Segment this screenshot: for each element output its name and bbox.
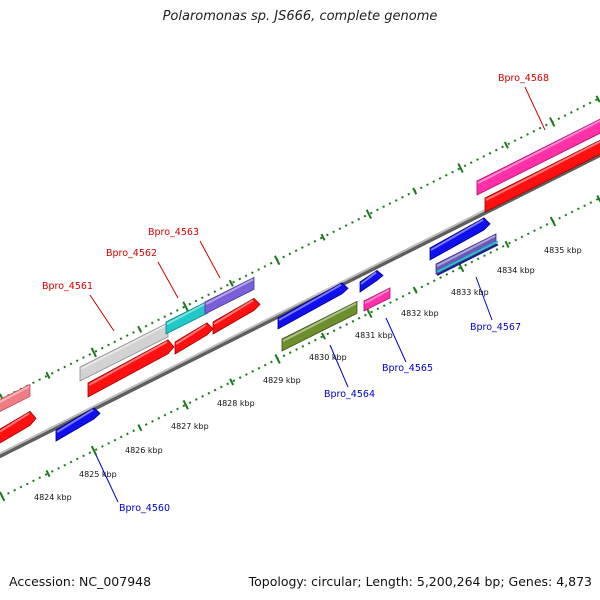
ring-tick-mark bbox=[45, 371, 51, 379]
gene-magenta-4565 bbox=[363, 287, 391, 312]
kbp-label: 4830 kbp bbox=[309, 353, 347, 362]
leader-bpro-4567 bbox=[475, 276, 493, 321]
ring-tick-mark bbox=[365, 209, 372, 220]
gene-purple-4563 bbox=[204, 276, 255, 315]
gene-blue-4564-highlight bbox=[278, 283, 342, 321]
label-bpro-4565: Bpro_4565 bbox=[382, 363, 433, 374]
gene-olive-4564-highlight bbox=[282, 302, 357, 342]
ring-tick-mark bbox=[90, 445, 98, 456]
gene-magenta-4568-highlight bbox=[477, 119, 600, 184]
kbp-label: 4826 kbp bbox=[125, 446, 163, 455]
gene-red-b bbox=[174, 322, 214, 355]
gene-pink-left-highlight bbox=[0, 385, 30, 404]
genome-summary-text: Topology: circular; Length: 5,200,264 bp… bbox=[248, 574, 592, 589]
ring-tick-mark bbox=[274, 255, 281, 266]
gene-blue-4565-highlight bbox=[360, 271, 377, 285]
gene-labels: Bpro_4561 Bpro_4562 Bpro_4563 Bpro_4568 … bbox=[42, 73, 549, 514]
ring-tick-mark bbox=[412, 187, 418, 195]
ring-tick-mark bbox=[595, 95, 600, 103]
kbp-label: 4828 kbp bbox=[217, 399, 255, 408]
leader-bpro-4561 bbox=[89, 294, 115, 332]
label-bpro-4563: Bpro_4563 bbox=[148, 227, 199, 238]
gene-red-4568-highlight bbox=[485, 140, 600, 201]
gene-blue-4560 bbox=[55, 407, 101, 442]
stripe-4567-b bbox=[436, 243, 499, 276]
ring-tick-mark bbox=[182, 301, 189, 312]
label-bpro-4562: Bpro_4562 bbox=[106, 248, 157, 259]
ring-tick-mark bbox=[320, 233, 326, 241]
gene-blue-4567-highlight bbox=[430, 219, 484, 251]
ring-tick-mark bbox=[228, 279, 234, 287]
ring-tick-mark bbox=[504, 240, 510, 248]
ring-tick-mark bbox=[457, 163, 464, 173]
kbp-label: 4832 kbp bbox=[401, 309, 439, 318]
ring-tick-mark bbox=[549, 216, 557, 227]
gene-red-left bbox=[0, 410, 37, 444]
label-bpro-4567: Bpro_4567 bbox=[470, 322, 521, 333]
leader-bpro-4562 bbox=[157, 261, 179, 299]
tick-rings bbox=[0, 95, 600, 502]
gene-red-a bbox=[87, 339, 175, 398]
gene-olive-4564 bbox=[281, 300, 358, 352]
ring-tick-mark bbox=[229, 378, 235, 386]
ring-tick-mark bbox=[45, 469, 51, 478]
ring-tick-mark bbox=[320, 332, 326, 340]
kbp-labels: 4824 kbp 4825 kbp 4826 kbp 4827 kbp 4828… bbox=[34, 246, 582, 502]
stripe-4567-a bbox=[436, 240, 499, 273]
ring-tick-mark bbox=[0, 491, 6, 502]
gene-blue-4567 bbox=[429, 217, 491, 261]
leader-bpro-4563 bbox=[199, 240, 221, 279]
gene-features bbox=[0, 118, 600, 444]
kbp-label: 4833 kbp bbox=[451, 288, 489, 297]
ring-tick-mark bbox=[274, 354, 281, 364]
ring-tick-mark bbox=[182, 399, 189, 410]
kbp-label: 4831 kbp bbox=[355, 331, 393, 340]
kbp-label: 4824 kbp bbox=[34, 493, 72, 502]
label-bpro-4568: Bpro_4568 bbox=[498, 73, 549, 84]
ring-tick-mark bbox=[549, 117, 556, 127]
ring-tick-mark bbox=[137, 424, 143, 432]
gene-blue-4565 bbox=[359, 269, 384, 293]
leader-bpro-4564 bbox=[329, 344, 349, 388]
kbp-label: 4825 kbp bbox=[79, 470, 117, 479]
gene-magenta-4568 bbox=[476, 118, 600, 196]
gene-purple-4563-highlight bbox=[205, 278, 254, 305]
gene-magenta-4565-highlight bbox=[364, 289, 390, 304]
gene-gray-4561-highlight bbox=[80, 323, 168, 370]
kbp-label: 4834 kbp bbox=[497, 266, 535, 275]
label-leaders bbox=[89, 86, 546, 503]
gene-blue-4560-highlight bbox=[56, 409, 94, 433]
gene-blue-4564 bbox=[277, 282, 349, 330]
label-bpro-4561: Bpro_4561 bbox=[42, 281, 93, 292]
gene-red-c-highlight bbox=[213, 299, 254, 325]
gene-purple-4567-highlight bbox=[436, 234, 496, 267]
gene-red-b-highlight bbox=[175, 324, 207, 345]
kbp-label: 4835 kbp bbox=[544, 246, 582, 255]
ring-tick-mark bbox=[412, 286, 418, 294]
outer-tick-ring bbox=[0, 97, 600, 401]
ring-tick-mark bbox=[503, 141, 509, 149]
ring-tick-mark bbox=[90, 347, 97, 358]
label-bpro-4560: Bpro_4560 bbox=[119, 503, 170, 514]
gene-red-a-highlight bbox=[88, 340, 168, 386]
gene-pink-left bbox=[0, 383, 31, 412]
label-bpro-4564: Bpro_4564 bbox=[324, 389, 375, 400]
accession-text: Accession: NC_007948 bbox=[9, 574, 152, 589]
gene-red-c bbox=[212, 297, 261, 335]
gene-red-4568 bbox=[484, 139, 600, 213]
leader-bpro-4565 bbox=[385, 317, 407, 363]
ring-tick-mark bbox=[366, 308, 373, 319]
kbp-label: 4827 kbp bbox=[171, 422, 209, 431]
gene-red-left-highlight bbox=[0, 412, 30, 433]
leader-bpro-4560 bbox=[95, 454, 119, 503]
gene-cyan-4562-highlight bbox=[166, 302, 208, 325]
inner-tick-ring bbox=[0, 197, 600, 499]
ring-tick-mark bbox=[137, 325, 143, 333]
leader-bpro-4568 bbox=[524, 86, 546, 131]
map-title: Polaromonas sp. JS666, complete genome bbox=[162, 9, 438, 24]
kbp-label: 4829 kbp bbox=[263, 376, 301, 385]
